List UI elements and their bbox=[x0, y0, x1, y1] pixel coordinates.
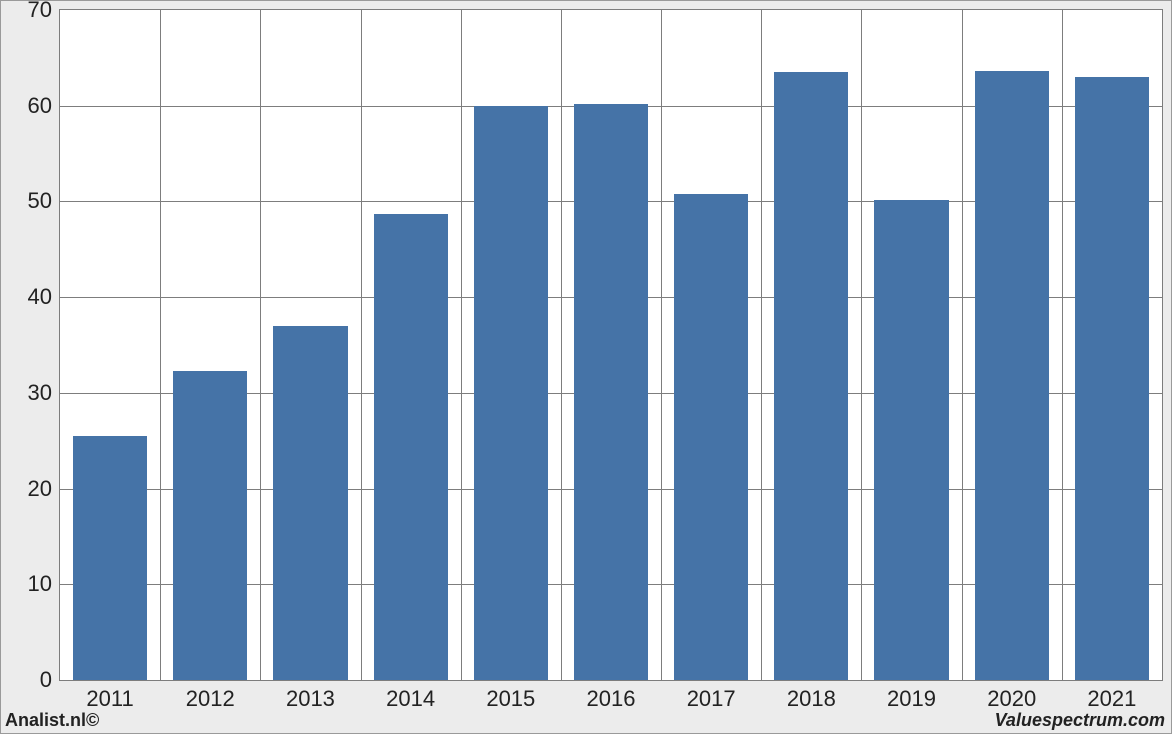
x-tick-label: 2011 bbox=[86, 686, 133, 712]
x-tick-label: 2012 bbox=[186, 686, 235, 712]
bar bbox=[173, 371, 247, 680]
credit-left: Analist.nl© bbox=[5, 710, 99, 731]
y-tick-label: 10 bbox=[28, 571, 52, 597]
bar bbox=[975, 71, 1049, 680]
y-tick-label: 30 bbox=[28, 380, 52, 406]
bar bbox=[73, 436, 147, 680]
y-tick-label: 70 bbox=[28, 0, 52, 23]
y-tick-label: 0 bbox=[40, 667, 52, 693]
gridline-v bbox=[461, 10, 462, 680]
y-tick-label: 50 bbox=[28, 188, 52, 214]
x-tick-label: 2019 bbox=[887, 686, 936, 712]
y-tick-label: 60 bbox=[28, 93, 52, 119]
x-tick-label: 2018 bbox=[787, 686, 836, 712]
gridline-v bbox=[361, 10, 362, 680]
gridline-v bbox=[861, 10, 862, 680]
gridline-v bbox=[661, 10, 662, 680]
gridline-v bbox=[1062, 10, 1063, 680]
x-tick-label: 2013 bbox=[286, 686, 335, 712]
plot-area: 0102030405060702011201220132014201520162… bbox=[59, 9, 1163, 681]
gridline-v bbox=[260, 10, 261, 680]
gridline-v bbox=[962, 10, 963, 680]
bar bbox=[574, 104, 648, 680]
chart-outer-frame: 0 10 20 30 40 50 60 70 2011 2012 2013 2014 2015 2016 2… bbox=[0, 0, 1172, 734]
x-tick-label: 2020 bbox=[987, 686, 1036, 712]
bar bbox=[474, 106, 548, 680]
x-tick-label: 2021 bbox=[1087, 686, 1136, 712]
x-tick-label: 2014 bbox=[386, 686, 435, 712]
bar bbox=[1075, 77, 1149, 680]
gridline-v bbox=[761, 10, 762, 680]
bar bbox=[674, 194, 748, 680]
credit-right: Valuespectrum.com bbox=[995, 710, 1165, 731]
x-tick-label: 2017 bbox=[687, 686, 736, 712]
y-tick-label: 20 bbox=[28, 476, 52, 502]
x-tick-label: 2015 bbox=[486, 686, 535, 712]
x-tick-label: 2016 bbox=[587, 686, 636, 712]
bar bbox=[374, 214, 448, 680]
bar bbox=[273, 326, 347, 680]
bar bbox=[874, 200, 948, 680]
bar bbox=[774, 72, 848, 680]
gridline-v bbox=[561, 10, 562, 680]
gridline-v bbox=[160, 10, 161, 680]
y-tick-label: 40 bbox=[28, 284, 52, 310]
